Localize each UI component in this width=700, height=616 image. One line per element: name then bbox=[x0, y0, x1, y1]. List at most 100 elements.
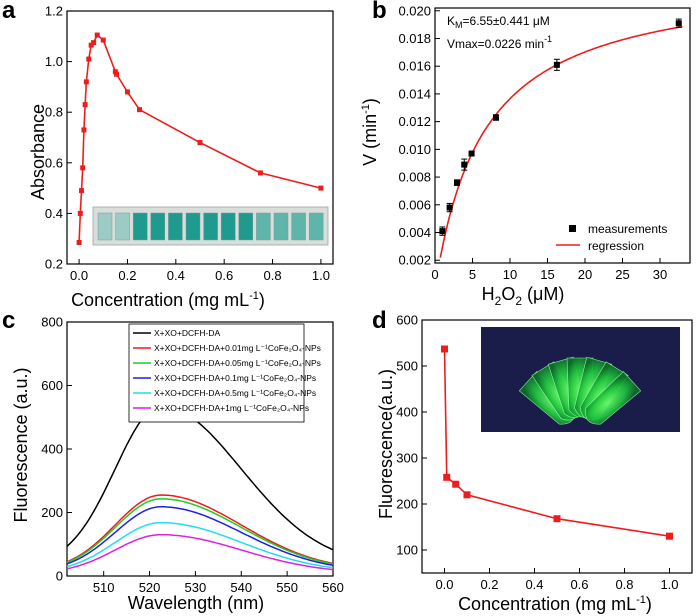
panel-a-xlabel: Concentration (mg mL-1) bbox=[71, 290, 265, 310]
legend-label-measurements: measurements bbox=[588, 222, 667, 236]
panel-letter-d: d bbox=[372, 307, 387, 334]
panel-a-data-point bbox=[88, 42, 94, 48]
panel-a-data-point bbox=[137, 107, 143, 113]
panel-b-plot-area: 0 5 10 15 20 25 30 0.002 0.004 0.006 0.008 0.010 0.0… bbox=[398, 3, 691, 282]
panel-b-xtick-label: 10 bbox=[503, 267, 517, 282]
panel-a-data-point bbox=[114, 71, 120, 77]
panel-b-ytick-label: 0.014 bbox=[398, 86, 431, 101]
panel-a-ytick-label: 0.4 bbox=[45, 206, 63, 221]
panel-a: a Absorbance 0.0 0.2 0.4 0.6 0.8 1.0 0.2 0.4 0.6… bbox=[2, 0, 334, 310]
panel-a-data-point bbox=[76, 239, 82, 245]
panel-a-inset-photo bbox=[92, 206, 329, 246]
panel-b-data-point bbox=[468, 150, 475, 157]
panel-b-legend: measurements regression bbox=[556, 222, 667, 253]
panel-b-xtick-label: 20 bbox=[578, 267, 592, 282]
panel-c-ytick-label: 0 bbox=[56, 569, 63, 584]
panel-a-data-point bbox=[257, 170, 263, 176]
panel-a-data-point bbox=[81, 127, 87, 133]
panel-a-data-point bbox=[100, 37, 106, 43]
panel-a-data-point bbox=[94, 32, 100, 38]
panel-a-data-point bbox=[80, 165, 86, 171]
panel-b-xlabel: H2O2 (μM) bbox=[482, 284, 565, 308]
panel-b-km-annotation: KM=6.55±0.441 μM bbox=[447, 14, 550, 30]
panel-a-plot-area: 0.0 0.2 0.4 0.6 0.8 1.0 0.2 0.4 0.6 0.8 1.0 1.2 bbox=[45, 4, 334, 283]
panel-a-data-point bbox=[91, 40, 97, 46]
cuvette bbox=[203, 212, 218, 241]
panel-a-data-point bbox=[86, 56, 92, 62]
panel-c-legend-label: X+XO+DCFH-DA+0.5mg L⁻¹CoFe₂O₄-NPs bbox=[154, 388, 316, 398]
panel-d-data-point bbox=[452, 480, 460, 488]
panel-b-xtick-label: 0 bbox=[431, 267, 438, 282]
cuvette bbox=[185, 212, 201, 241]
panel-c-series-group bbox=[67, 405, 333, 571]
panel-b-ytick-label: 0.002 bbox=[398, 253, 431, 268]
panel-c-legend: X+XO+DCFH-DA X+XO+DCFH-DA+0.01mg L⁻¹CoFe₂… bbox=[128, 323, 321, 423]
panel-c-legend-label: X+XO+DCFH-DA bbox=[154, 328, 220, 338]
panel-d-xtick-label: 0.6 bbox=[570, 577, 588, 592]
panel-b-data-point bbox=[675, 20, 682, 27]
panel-b-regression-curve bbox=[439, 25, 683, 258]
panel-a-ylabel: Absorbance bbox=[28, 104, 48, 200]
panel-a-xtick-label: 0.8 bbox=[264, 268, 282, 283]
panel-b-ytick-label: 0.012 bbox=[398, 114, 431, 129]
cuvette bbox=[308, 212, 324, 241]
panel-c-ytick-label: 400 bbox=[41, 442, 63, 457]
panel-c-xtick-label: 550 bbox=[276, 580, 298, 595]
panel-c-series-line bbox=[67, 498, 333, 565]
panel-c-legend-label: X+XO+DCFH-DA+0.05mg L⁻¹CoFe₂O₄-NPs bbox=[154, 358, 321, 368]
panel-letter-b: b bbox=[372, 0, 387, 24]
panel-a-ytick-label: 0.2 bbox=[45, 257, 63, 272]
panel-a-data-point bbox=[112, 69, 118, 75]
panel-d-plot-area: 0.0 0.2 0.4 0.6 0.8 1.0 100 200 300 400 500 600 bbox=[396, 313, 693, 592]
panel-c: c Fluorescence (a.u.) 510 520 530 540 550 560… bbox=[2, 307, 344, 613]
panel-b-xtick-label: 15 bbox=[540, 267, 554, 282]
panel-d-ytick-label: 300 bbox=[396, 451, 418, 466]
panel-d-ytick-label: 600 bbox=[396, 313, 418, 328]
panel-c-xtick-label: 530 bbox=[185, 580, 207, 595]
panel-c-series-line bbox=[67, 405, 333, 551]
panel-b-ytick-label: 0.018 bbox=[398, 31, 431, 46]
panel-d-ytick-label: 400 bbox=[396, 405, 418, 420]
cuvette bbox=[238, 212, 254, 241]
panel-a-ytick-label: 0.8 bbox=[45, 105, 63, 120]
panel-b-xtick-label: 5 bbox=[469, 267, 476, 282]
panel-b-data-point bbox=[439, 228, 446, 235]
panel-d-xtick-label: 0.2 bbox=[480, 577, 498, 592]
panel-b-ytick-label: 0.006 bbox=[398, 197, 431, 212]
panel-a-xtick-label: 0.0 bbox=[70, 268, 88, 283]
panel-a-data-point bbox=[79, 188, 85, 194]
panel-letter-c: c bbox=[2, 307, 15, 334]
panel-a-data-point bbox=[82, 102, 88, 108]
panel-b-data-point bbox=[461, 161, 468, 168]
panel-a-data-point bbox=[197, 140, 203, 146]
panel-b: b V (min-1) 0 5 10 15 20 25 300.0020.0040.0060… bbox=[360, 0, 691, 308]
panel-a-ytick-label: 1.0 bbox=[45, 54, 63, 69]
panel-b-data-point bbox=[492, 114, 499, 121]
panel-b-xtick-label: 30 bbox=[653, 267, 667, 282]
panel-c-ytick-label: 600 bbox=[41, 378, 63, 393]
cuvette bbox=[150, 212, 166, 241]
panel-d-data-point bbox=[666, 532, 673, 540]
panel-d-ylabel: Fluorescence(a.u.) bbox=[376, 369, 396, 519]
panel-d-ytick-label: 200 bbox=[396, 497, 418, 512]
panel-d-xlabel: Concentration (mg mL-1) bbox=[458, 594, 652, 614]
glowing-tube bbox=[585, 371, 642, 425]
legend-marker-measurements bbox=[569, 225, 576, 232]
panel-b-ytick-label: 0.008 bbox=[398, 170, 431, 185]
panel-b-ytick-label: 0.016 bbox=[398, 59, 431, 74]
panel-b-ytick-label: 0.010 bbox=[398, 142, 431, 157]
panel-b-ytick-label: 0.004 bbox=[398, 225, 431, 240]
panel-c-series-line bbox=[67, 533, 333, 571]
panel-c-xtick-label: 520 bbox=[139, 580, 161, 595]
panel-d-xtick-label: 0.8 bbox=[615, 577, 633, 592]
panel-d-xtick-label: 0.0 bbox=[435, 577, 453, 592]
panel-b-frame bbox=[434, 7, 691, 264]
cuvette bbox=[291, 212, 306, 241]
panel-d-frame bbox=[421, 319, 693, 574]
panel-c-xtick-label: 560 bbox=[322, 580, 344, 595]
panel-a-xtick-label: 0.2 bbox=[118, 268, 136, 283]
panel-b-data-point bbox=[553, 61, 560, 68]
panel-d-inset-photo bbox=[481, 327, 680, 432]
panel-c-plot-area: 510 520 530 540 550 560 0 200 400 600 800 bbox=[41, 315, 344, 596]
